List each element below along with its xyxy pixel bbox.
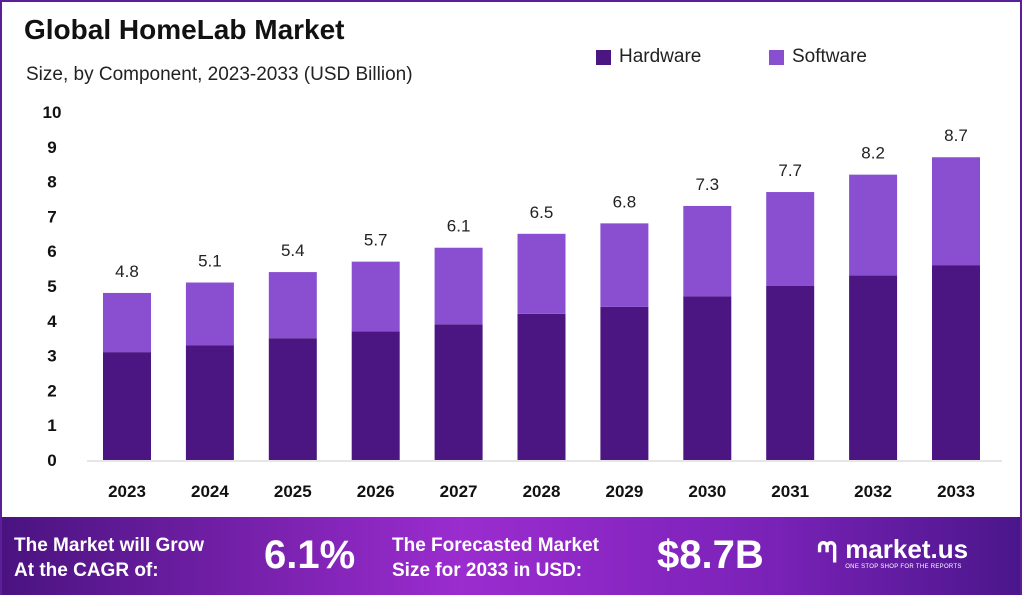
x-tick-label: 2033 xyxy=(937,482,975,501)
legend-hardware: Hardware xyxy=(596,46,701,68)
x-tick-label: 2027 xyxy=(440,482,478,501)
data-label-total: 7.7 xyxy=(778,161,802,180)
logo-name: market.us xyxy=(845,534,969,564)
x-tick-label: 2031 xyxy=(771,482,809,501)
logo-tagline: ONE STOP SHOP FOR THE REPORTS xyxy=(845,564,962,570)
footer-banner: The Market will Grow At the CAGR of: 6.1… xyxy=(2,517,1020,595)
bar-hardware-2026 xyxy=(351,331,400,460)
x-tick-label: 2023 xyxy=(108,482,146,501)
bar-software-2027 xyxy=(434,247,483,325)
bar-hardware-2030 xyxy=(683,296,732,460)
cagr-value: 6.1% xyxy=(264,533,356,577)
legend-swatch-software xyxy=(769,49,784,65)
logo-mark-icon: ᘉ xyxy=(817,536,838,568)
data-label-total: 5.4 xyxy=(281,241,305,260)
bar-hardware-2028 xyxy=(517,313,566,460)
legend-label-hardware: Hardware xyxy=(619,46,702,67)
bar-software-2031 xyxy=(766,192,815,286)
bar-software-2025 xyxy=(268,272,317,339)
bar-software-2024 xyxy=(185,282,234,346)
data-label-total: 5.7 xyxy=(364,231,388,250)
data-label-total: 8.7 xyxy=(944,126,968,145)
bar-software-2030 xyxy=(683,205,732,297)
data-label-total: 7.3 xyxy=(695,175,719,194)
legend-swatch-hardware xyxy=(596,49,611,65)
bar-software-2023 xyxy=(103,292,151,353)
bar-hardware-2024 xyxy=(185,345,234,460)
legend-software: Software xyxy=(769,46,867,68)
y-tick-label: 8 xyxy=(47,173,56,192)
bar-software-2028 xyxy=(517,233,566,314)
x-tick-label: 2030 xyxy=(688,482,726,501)
y-tick-label: 6 xyxy=(47,242,56,261)
data-label-total: 6.5 xyxy=(530,203,554,222)
y-tick-label: 4 xyxy=(47,312,57,331)
bar-hardware-2023 xyxy=(103,352,151,460)
data-label-total: 6.1 xyxy=(447,217,471,236)
y-tick-label: 2 xyxy=(47,381,56,400)
x-tick-label: 2025 xyxy=(274,482,312,501)
y-tick-label: 7 xyxy=(47,207,56,226)
bar-hardware-2029 xyxy=(600,306,649,460)
bar-hardware-2033 xyxy=(932,265,980,460)
x-tick-label: 2029 xyxy=(605,482,643,501)
y-tick-label: 5 xyxy=(47,277,56,296)
bar-hardware-2025 xyxy=(268,338,317,460)
cagr-label-line1: The Market will Grow xyxy=(14,535,205,556)
forecast-label-line1: The Forecasted Market xyxy=(392,535,599,556)
x-tick-label: 2024 xyxy=(191,482,229,501)
forecast-label-line2: Size for 2033 in USD: xyxy=(392,560,583,581)
y-tick-label: 1 xyxy=(47,416,56,435)
x-tick-label: 2026 xyxy=(357,482,395,501)
data-label-total: 5.1 xyxy=(198,252,222,271)
y-tick-label: 3 xyxy=(47,347,56,366)
data-label-total: 8.2 xyxy=(861,144,885,163)
bar-hardware-2027 xyxy=(434,324,483,460)
bar-software-2033 xyxy=(932,157,980,266)
legend-label-software: Software xyxy=(792,46,867,67)
y-tick-label: 9 xyxy=(47,138,56,157)
y-tick-label: 10 xyxy=(43,103,62,122)
chart-title: Global HomeLab Market xyxy=(24,14,345,45)
data-label-total: 4.8 xyxy=(115,262,139,281)
market-us-logo: ᘉ market.us ONE STOP SHOP FOR THE REPORT… xyxy=(817,535,968,571)
cagr-label-line2: At the CAGR of: xyxy=(14,560,159,581)
bar-hardware-2032 xyxy=(849,275,898,460)
chart-subtitle: Size, by Component, 2023-2033 (USD Billi… xyxy=(26,64,413,85)
data-label-total: 6.8 xyxy=(613,192,637,211)
bar-hardware-2031 xyxy=(766,286,815,460)
x-tick-label: 2028 xyxy=(523,482,561,501)
forecast-value: $8.7B xyxy=(657,533,764,577)
bar-software-2032 xyxy=(849,174,898,276)
bar-software-2029 xyxy=(600,223,649,307)
bar-software-2026 xyxy=(351,261,400,332)
x-tick-label: 2032 xyxy=(854,482,892,501)
bar-chart: 0 1 2 3 4 5 6 7 8 9 10 4.8 2023 5.1 2024 5.4 2025 5.7 2026… xyxy=(43,103,1002,501)
y-tick-label: 0 xyxy=(47,451,56,470)
